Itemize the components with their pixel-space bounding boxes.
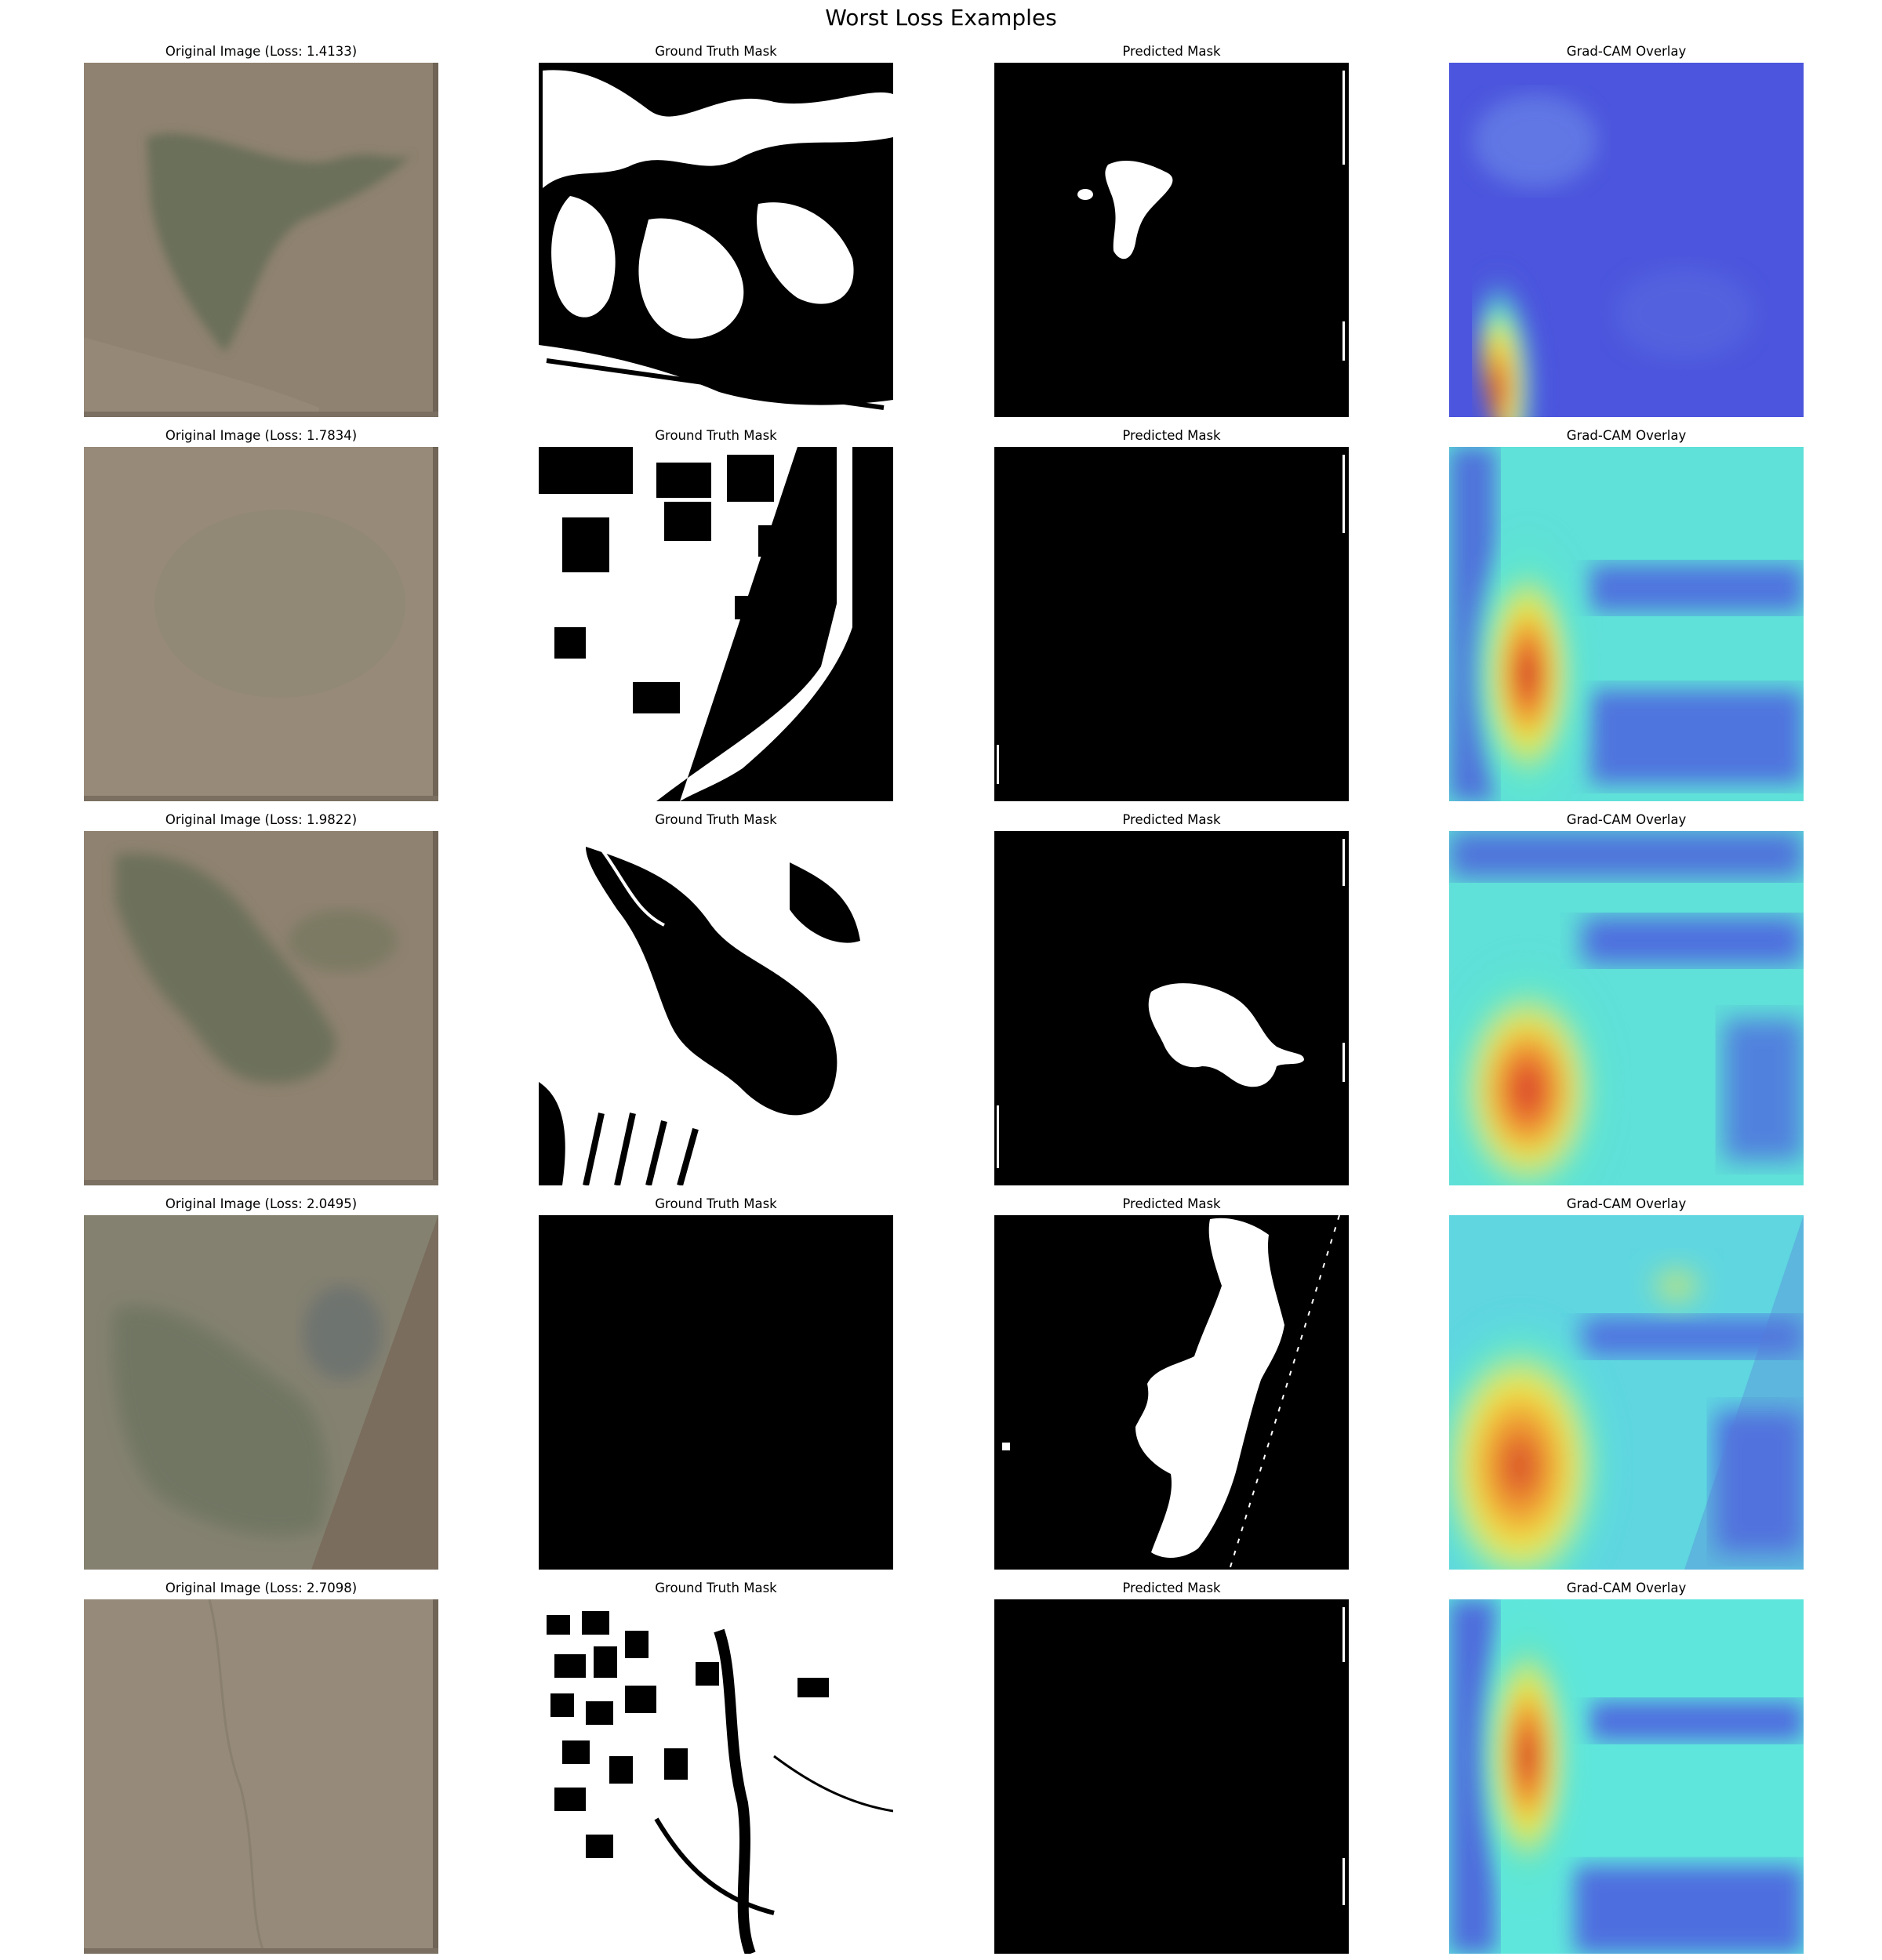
original-image-title-row-3: Original Image (Loss: 1.9822) xyxy=(165,812,358,827)
original-image-row-5 xyxy=(84,1599,438,1954)
gradcam-title-row-3: Grad-CAM Overlay xyxy=(1566,812,1687,827)
original-image-title-row-2: Original Image (Loss: 1.7834) xyxy=(165,428,358,443)
original-image-title-row-5: Original Image (Loss: 2.7098) xyxy=(165,1581,358,1595)
predicted-mask-row-5 xyxy=(994,1599,1349,1954)
ground-truth-title-row-4: Ground Truth Mask xyxy=(655,1196,777,1211)
ground-truth-mask-row-2 xyxy=(539,447,893,801)
figure-title: Worst Loss Examples xyxy=(825,5,1057,31)
predicted-mask-row-1 xyxy=(994,63,1349,417)
original-image-row-1 xyxy=(84,63,438,417)
gradcam-overlay-row-5 xyxy=(1449,1599,1804,1954)
ground-truth-title-row-1: Ground Truth Mask xyxy=(655,44,777,59)
ground-truth-mask-row-3 xyxy=(539,831,893,1185)
predicted-mask-title-row-2: Predicted Mask xyxy=(1122,428,1221,443)
predicted-mask-title-row-1: Predicted Mask xyxy=(1122,44,1221,59)
gradcam-overlay-row-4 xyxy=(1449,1215,1804,1570)
predicted-mask-title-row-5: Predicted Mask xyxy=(1122,1581,1221,1595)
original-image-row-3 xyxy=(84,831,438,1185)
original-image-row-2 xyxy=(84,447,438,801)
predicted-mask-title-row-3: Predicted Mask xyxy=(1122,812,1221,827)
predicted-mask-title-row-4: Predicted Mask xyxy=(1122,1196,1221,1211)
ground-truth-title-row-3: Ground Truth Mask xyxy=(655,812,777,827)
gradcam-title-row-5: Grad-CAM Overlay xyxy=(1566,1581,1687,1595)
predicted-mask-row-4 xyxy=(994,1215,1349,1570)
original-image-title-row-4: Original Image (Loss: 2.0495) xyxy=(165,1196,358,1211)
predicted-mask-row-2 xyxy=(994,447,1349,801)
gradcam-overlay-row-2 xyxy=(1449,447,1804,801)
gradcam-overlay-row-1 xyxy=(1449,63,1804,417)
ground-truth-mask-row-4 xyxy=(539,1215,893,1570)
original-image-title-row-1: Original Image (Loss: 1.4133) xyxy=(165,44,358,59)
ground-truth-mask-row-5 xyxy=(539,1599,893,1954)
gradcam-title-row-4: Grad-CAM Overlay xyxy=(1566,1196,1687,1211)
gradcam-title-row-1: Grad-CAM Overlay xyxy=(1566,44,1687,59)
ground-truth-title-row-5: Ground Truth Mask xyxy=(655,1581,777,1595)
ground-truth-title-row-2: Ground Truth Mask xyxy=(655,428,777,443)
ground-truth-mask-row-1 xyxy=(539,63,893,417)
predicted-mask-row-3 xyxy=(994,831,1349,1185)
original-image-row-4 xyxy=(84,1215,438,1570)
gradcam-title-row-2: Grad-CAM Overlay xyxy=(1566,428,1687,443)
gradcam-overlay-row-3 xyxy=(1449,831,1804,1185)
